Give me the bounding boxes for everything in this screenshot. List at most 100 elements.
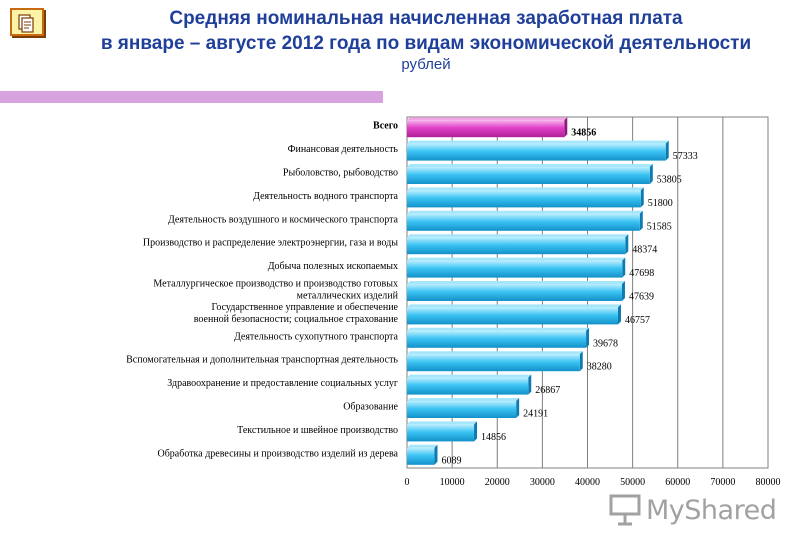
value-label: 46757 — [625, 315, 650, 326]
bar — [407, 304, 621, 325]
category-label: военной безопасности; социальное страхов… — [194, 314, 399, 325]
title-line-2: в январе – августе 2012 года по видам эк… — [100, 33, 752, 54]
bar-side-face — [649, 164, 653, 184]
bar-front-face — [407, 354, 580, 372]
bar-side-face — [639, 210, 643, 231]
category-label: Рыболовство, рыбоводство — [283, 168, 398, 179]
category-label: Деятельность сухопутного транспорта — [234, 331, 399, 342]
category-label: Здравоохранение и предоставление социаль… — [167, 378, 398, 389]
x-tick-label: 20000 — [485, 477, 510, 488]
bar-top-face — [407, 187, 644, 191]
bar — [407, 187, 644, 208]
watermark-text: MyShared — [646, 494, 777, 526]
bar-front-face — [407, 284, 622, 301]
value-label: 57333 — [673, 151, 698, 162]
bar-top-face — [407, 234, 629, 238]
bar-front-face — [407, 424, 475, 442]
bar-top-face — [407, 421, 478, 425]
bar-side-face — [665, 140, 669, 161]
value-label: 51800 — [648, 198, 673, 209]
bar-top-face — [407, 304, 621, 308]
x-tick-label: 80000 — [756, 477, 781, 488]
bar-top-face — [407, 257, 626, 261]
x-tick-label: 40000 — [575, 477, 600, 488]
x-axis-ticks: 0 10000 20000 30000 40000 50000 60000 70000 8000… — [405, 477, 781, 488]
category-label: Добыча полезных ископаемых — [268, 261, 398, 272]
bar-side-face — [622, 257, 626, 278]
bar-front-face — [407, 143, 666, 161]
bar-top-face — [407, 164, 653, 167]
x-tick-label: 30000 — [530, 477, 555, 488]
value-label: 51585 — [647, 221, 672, 232]
bar-top-face — [407, 398, 520, 401]
presentation-board-icon — [609, 494, 641, 526]
value-label: 24191 — [523, 409, 548, 420]
bar-top-face — [407, 117, 568, 121]
value-label: 47698 — [629, 268, 654, 279]
bar-top-face — [407, 210, 643, 214]
chart-subtitle: рублей — [401, 56, 451, 73]
bar-total — [407, 117, 568, 138]
category-label: Вспомогательная и дополнительная транспо… — [126, 355, 398, 366]
bar — [407, 210, 643, 231]
bar-front-face — [407, 330, 587, 348]
title-line-1: Средняя номинальная начисленная заработн… — [169, 8, 683, 29]
bar — [407, 374, 532, 395]
bar-side-face — [617, 304, 621, 325]
value-label: 6089 — [441, 455, 461, 466]
decorative-divider — [0, 91, 383, 103]
bar-top-face — [407, 444, 438, 448]
bar-side-face — [621, 281, 625, 301]
bar-side-face — [434, 444, 438, 465]
bar-side-face — [625, 234, 629, 255]
category-label: Государственное управление и обеспечение — [211, 302, 398, 313]
bar-top-face — [407, 140, 669, 144]
bar — [407, 234, 629, 255]
x-tick-label: 70000 — [710, 477, 735, 488]
bars — [407, 117, 669, 465]
bar — [407, 421, 478, 442]
bar-front-face — [407, 401, 517, 418]
category-label: Финансовая деятельность — [288, 144, 399, 155]
bar-front-face — [407, 377, 529, 395]
category-label: Деятельность водного транспорта — [253, 191, 398, 202]
value-label: 53805 — [657, 175, 682, 186]
x-tick-label: 0 — [405, 477, 410, 488]
value-label: 26867 — [535, 385, 560, 396]
value-label: 34856 — [571, 128, 596, 139]
document-pencil-icon[interactable] — [10, 8, 44, 36]
bar-front-face — [407, 237, 626, 255]
value-label: 14856 — [481, 432, 506, 443]
bar-top-face — [407, 374, 532, 378]
bar-side-face — [474, 421, 478, 442]
bar-side-face — [586, 327, 590, 348]
bar-top-face — [407, 327, 590, 331]
bar-side-face — [564, 117, 568, 138]
category-label: Металлургическое производство и производ… — [153, 279, 398, 290]
bar — [407, 281, 625, 301]
bar-front-face — [407, 447, 435, 465]
x-tick-label: 10000 — [440, 477, 465, 488]
category-label: Образование — [343, 402, 398, 413]
value-label: 48374 — [632, 245, 657, 256]
bar-top-face — [407, 351, 583, 355]
bar-front-face — [407, 307, 618, 325]
bar-side-face — [528, 374, 532, 395]
bar-front-face — [407, 167, 650, 184]
bar-front-face — [407, 260, 623, 278]
category-label: Обработка древесины и производство издел… — [157, 448, 398, 459]
bar — [407, 164, 653, 184]
value-label: 47639 — [629, 292, 654, 303]
bar-side-face — [640, 187, 644, 208]
category-label: Производство и распределение электроэнер… — [143, 238, 398, 249]
category-label: Текстильное и швейное производство — [237, 425, 398, 436]
bar — [407, 444, 438, 465]
category-label: Деятельность воздушного и космического т… — [168, 214, 399, 225]
bar — [407, 327, 590, 348]
bar-top-face — [407, 281, 625, 284]
category-label: Всего — [373, 121, 398, 132]
x-tick-label: 60000 — [665, 477, 690, 488]
chart-title: Средняя номинальная начисленная заработн… — [52, 6, 800, 56]
bar — [407, 351, 583, 372]
